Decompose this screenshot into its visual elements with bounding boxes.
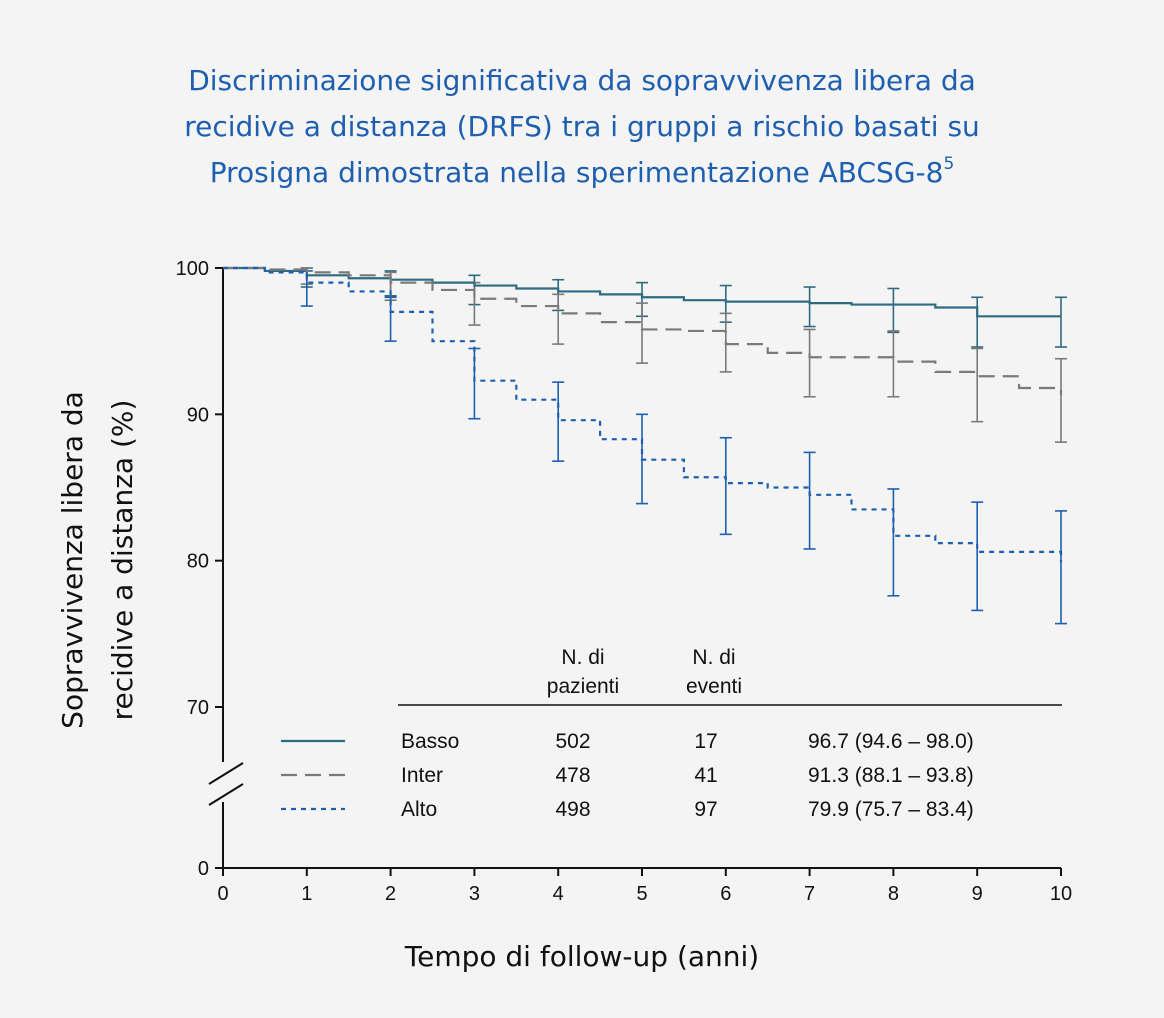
table-row-patients: 478 xyxy=(555,764,590,787)
x-tick-label: 8 xyxy=(888,883,899,905)
chart-title: Discriminazione significativa da sopravv… xyxy=(0,58,1164,196)
x-tick-label: 3 xyxy=(469,883,480,905)
title-line-2: recidive a distanza (DRFS) tra i gruppi … xyxy=(184,110,980,143)
table-row-estimate: 91.3 (88.1 – 93.8) xyxy=(808,764,974,787)
table-header-events-line-1: N. di xyxy=(692,646,735,669)
legend-table: N. di pazienti N. di eventi Basso 502 17 96.7 (… xyxy=(281,646,1062,821)
x-tick-label: 2 xyxy=(385,883,396,905)
axis-break-mark-2 xyxy=(208,783,244,806)
x-tick-label: 9 xyxy=(972,883,983,905)
title-reference: 5 xyxy=(943,154,955,174)
y-tick-label: 70 xyxy=(187,697,209,719)
table-row-estimate: 79.9 (75.7 – 83.4) xyxy=(808,798,974,821)
survival-curves xyxy=(223,266,1063,563)
error-bars xyxy=(300,267,1067,625)
table-row-events: 17 xyxy=(694,730,717,753)
error-bar-inter xyxy=(971,347,984,423)
x-tick-label: 0 xyxy=(217,883,228,905)
title-line-1: Discriminazione significativa da sopravv… xyxy=(188,64,976,97)
y-tick-label: 90 xyxy=(187,404,209,426)
error-bar-basso xyxy=(803,286,816,328)
error-bar-inter xyxy=(1055,357,1067,443)
error-bar-alto xyxy=(719,436,732,536)
table-header-events-line-2: eventi xyxy=(686,675,742,698)
table-row-patients: 502 xyxy=(555,730,590,753)
axis-break-mark-1 xyxy=(208,762,244,785)
x-axis-label: Tempo di follow-up (anni) xyxy=(404,940,760,973)
error-bar-alto xyxy=(1055,510,1067,625)
y-tick-label: 80 xyxy=(187,551,209,573)
axes: 0 70 80 90 100 0 1 2 3 4 5 6 7 8 9 10 xyxy=(176,258,1073,905)
table-row-events: 97 xyxy=(694,798,717,821)
title-line-3: Prosigna dimostrata nella sperimentazion… xyxy=(0,150,1164,196)
y-tick-label: 100 xyxy=(176,258,209,280)
x-tick-label: 4 xyxy=(553,883,564,905)
curve-inter xyxy=(223,266,1063,396)
title-line-3-text: Prosigna dimostrata nella sperimentazion… xyxy=(209,156,944,189)
table-row-events: 41 xyxy=(694,764,717,787)
error-bar-alto xyxy=(552,381,565,462)
error-bar-alto xyxy=(971,501,984,612)
table-row-patients: 498 xyxy=(555,798,590,821)
x-tick-label: 6 xyxy=(720,883,731,905)
error-bar-inter xyxy=(887,330,900,398)
table-row-estimate: 96.7 (94.6 – 98.0) xyxy=(808,730,974,753)
error-bar-basso xyxy=(971,296,984,348)
error-bar-inter xyxy=(552,293,565,345)
x-tick-label: 5 xyxy=(636,883,647,905)
x-tick-label: 10 xyxy=(1050,883,1072,905)
table-row-label: Alto xyxy=(401,798,437,821)
error-bar-inter xyxy=(636,302,648,364)
error-bar-basso xyxy=(887,287,900,334)
curve-basso xyxy=(223,266,1061,318)
error-bar-alto xyxy=(803,451,816,550)
table-header-patients-line-2: pazienti xyxy=(547,675,619,698)
table-header-patients-line-1: N. di xyxy=(561,646,604,669)
table-row-label: Inter xyxy=(401,764,443,787)
error-bar-inter xyxy=(803,328,816,398)
y-tick-label: 0 xyxy=(198,858,209,880)
table-row-label: Basso xyxy=(401,730,459,753)
curve-alto xyxy=(223,266,1063,563)
error-bar-basso xyxy=(1055,296,1067,348)
x-tick-label: 1 xyxy=(301,883,312,905)
x-tick-label: 7 xyxy=(804,883,815,905)
error-bar-alto xyxy=(887,488,900,597)
